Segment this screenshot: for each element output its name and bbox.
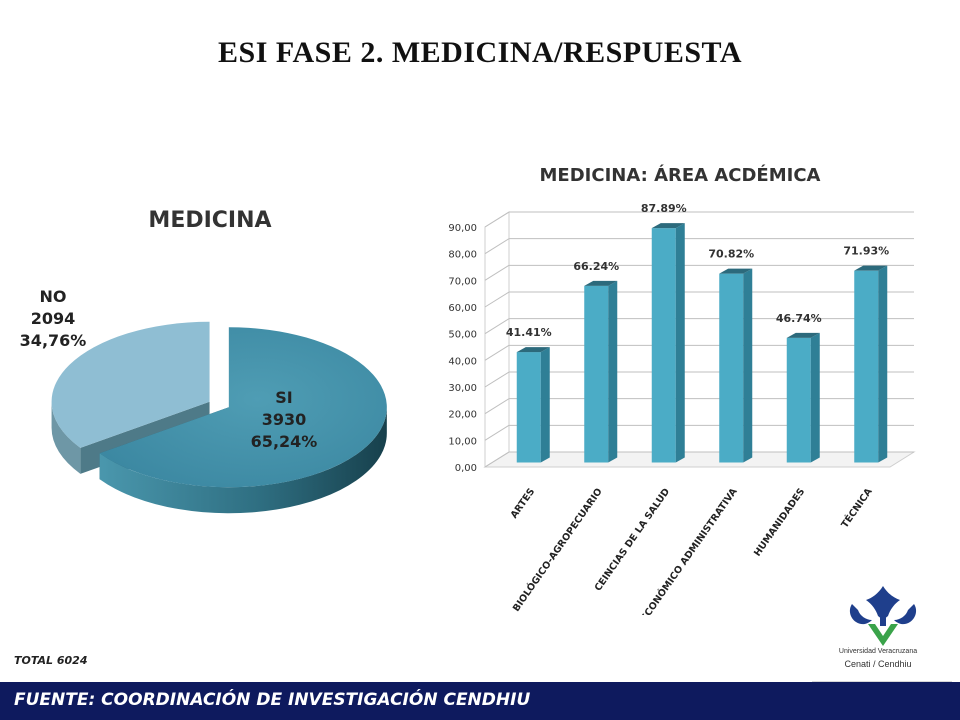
- y-tick-label: 60,00: [448, 303, 477, 314]
- bar-1: [584, 280, 618, 463]
- y-tick-label: 30,00: [448, 383, 477, 394]
- bar-data-label: 70.82%: [708, 248, 754, 261]
- bar-chart: 0,00 10,00 20,00 30,00 40,00 50,00 60,00 70,00 8…: [448, 202, 916, 615]
- bar-data-label: 66.24%: [573, 260, 619, 273]
- y-tick-label: 10,00: [448, 436, 477, 447]
- pie-chart-title: MEDICINA: [148, 208, 272, 233]
- bar-data-label: 71.93%: [843, 245, 889, 258]
- bar-chart-title: MEDICINA: ÁREA ACDÉMICA: [539, 165, 821, 186]
- x-category-label: TÉCNICA: [839, 485, 875, 530]
- y-tick-label: 50,00: [448, 330, 477, 341]
- university-logo-icon: [849, 586, 917, 646]
- pie-slice-no: [51, 321, 210, 448]
- total-label: TOTAL 6024: [14, 654, 88, 667]
- bar-data-label: 46.74%: [776, 312, 822, 325]
- y-tick-label: 40,00: [448, 356, 477, 367]
- x-category-label: CEINCIAS DE LA SALUD: [593, 486, 673, 593]
- x-category-label: ARTES: [509, 486, 538, 520]
- y-tick-label: 0,00: [455, 463, 477, 474]
- bar-data-label: 41.41%: [506, 326, 552, 339]
- pie-chart: SI 3930 65,24% NO 2094 34,76%: [20, 287, 387, 514]
- y-tick-label: 20,00: [448, 410, 477, 421]
- bar-5: [854, 265, 888, 463]
- y-tick-label: 90,00: [448, 223, 477, 234]
- bar-4: [786, 332, 820, 463]
- pie-slice-si: [99, 327, 387, 488]
- bar-grid: [483, 211, 916, 468]
- bar-0: [516, 347, 550, 463]
- y-tick-label: 80,00: [448, 250, 477, 261]
- bar-data-label: 87.89%: [641, 202, 687, 215]
- pie-slice-si-side-icon: [99, 407, 387, 514]
- footer-bar: FUENTE: COORDINACIÓN DE INVESTIGACIÓN CE…: [0, 682, 960, 720]
- pie-label-si: SI 3930 65,24%: [251, 388, 318, 451]
- slide-title: ESI FASE 2. MEDICINA/RESPUESTA: [218, 36, 742, 69]
- logo-university-name: Universidad Veracruzana: [838, 648, 918, 655]
- pie-slice-no-side-icon: [51, 401, 81, 474]
- y-tick-label: 70,00: [448, 276, 477, 287]
- logo-department-name: Cenati / Cendhiu: [844, 659, 912, 669]
- bar-3: [719, 268, 753, 463]
- x-category-label: HUMANIDADES: [752, 486, 807, 558]
- source-text: FUENTE: COORDINACIÓN DE INVESTIGACIÓN CE…: [14, 690, 531, 710]
- pie-label-no: NO 2094 34,76%: [20, 287, 87, 350]
- bar-2: [651, 223, 685, 463]
